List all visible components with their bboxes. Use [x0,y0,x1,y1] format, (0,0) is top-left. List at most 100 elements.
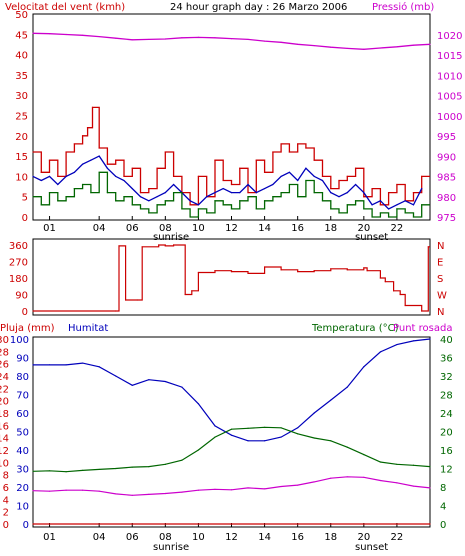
dew-point-axis-title: Punt rosada [393,323,452,334]
data-point [280,192,282,194]
data-point [32,175,34,177]
x-tick-label: 01 [43,223,56,234]
data-point [363,196,365,198]
graph-title: 24 hour graph day : 26 Marzo 2006 [170,2,347,13]
data-point [181,459,183,461]
data-point [412,44,415,46]
humidity-tick: 100 [10,335,29,346]
wind-tick: 15 [15,152,28,163]
humidity-tick: 70 [16,391,29,402]
data-point [321,200,324,202]
data-point [222,187,224,190]
data-point [313,44,315,47]
data-point [396,482,398,484]
data-point [330,46,332,48]
data-point [141,246,143,248]
data-point [330,399,332,401]
data-point [115,467,117,470]
rain-tick: 8 [3,471,9,482]
rain-tick: 10 [0,458,9,469]
data-point [363,454,365,456]
data-point [156,196,158,198]
data-point [98,147,100,149]
data-point [272,183,274,186]
temperature-axis-title: Temperatura (°C) [311,323,399,334]
x-tick-label: 06 [126,223,139,234]
data-point [197,204,200,206]
data-point [123,175,125,177]
data-point [404,212,406,214]
data-point [404,304,406,307]
data-point [82,34,84,36]
data-point [330,440,332,442]
data-point [346,476,348,478]
data-point [230,183,233,186]
data-point [330,208,332,210]
data-point [106,163,109,165]
data-point [412,192,415,194]
data-point [214,200,216,202]
x-tick-label: 06 [126,532,139,543]
temperature-tick: 8 [440,483,446,494]
data-point [164,463,166,465]
data-point [48,159,51,161]
data-point [106,167,109,169]
data-point [396,46,398,48]
rain-tick: 4 [3,495,9,506]
humidity-tick: 50 [16,428,29,439]
data-point [247,272,249,275]
wind-pressure-panel: Velocitat del vent (kmh) 24 hour graph d… [5,1,462,243]
rain-tick: 12 [0,446,9,457]
data-point [421,204,423,206]
data-point [40,179,42,182]
data-point [65,364,67,366]
data-point [98,468,100,471]
data-point [396,204,398,206]
data-point [412,340,415,342]
pressure-tick: 985 [437,173,456,184]
data-point [305,147,307,149]
data-point [429,523,431,525]
data-point [263,440,266,442]
data-point [297,196,299,198]
x-tick-label: 12 [225,532,238,543]
data-point [396,343,398,346]
data-point [354,183,357,186]
data-point [297,484,299,486]
data-point [32,32,34,34]
wind-tick: 20 [15,132,28,143]
wind-speed-tick-labels: 0 5 10 15 20 25 30 35 40 45 50 [15,10,28,224]
data-point [86,127,89,129]
data-point [379,479,381,482]
data-point [297,43,299,45]
data-point [388,192,390,194]
data-point [65,33,67,36]
data-point [222,204,224,206]
sunrise-label: sunrise [153,232,189,243]
rain-tick: 16 [0,421,9,432]
data-point [73,143,75,145]
data-point [313,175,315,177]
x-tick-label: 10 [192,223,205,234]
data-point [280,427,282,429]
data-point [197,208,200,210]
data-point [263,40,266,42]
data-point [263,171,266,173]
temperature-tick: 16 [440,446,453,457]
data-point [139,192,142,194]
data-point [297,427,299,429]
pressure-tick-labels: 975 980 985 990 995 1000 1005 1010 1015 1020 [437,31,462,224]
direction-tick: 180 [9,274,28,285]
data-point [164,38,166,40]
data-point [255,159,257,161]
pressure-tick: 1020 [437,31,462,42]
data-point [123,179,125,182]
data-point [393,290,395,292]
data-point [82,489,84,491]
data-point [247,487,249,489]
data-point [313,481,315,483]
data-point [164,200,166,202]
data-point [148,187,150,190]
x-tick-label: 16 [291,223,304,234]
data-point [263,488,266,490]
